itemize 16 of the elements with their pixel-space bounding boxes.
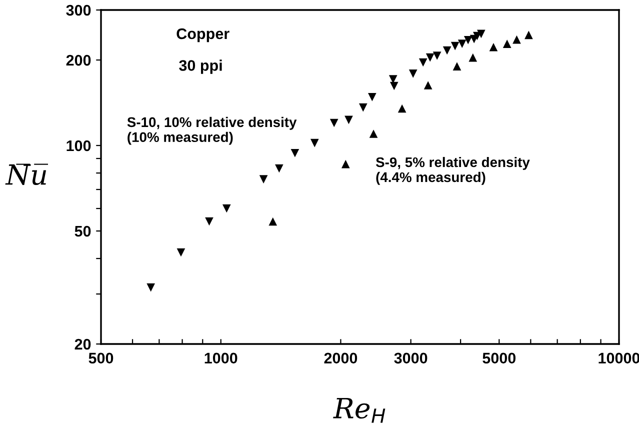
y-tick-label: 50 <box>74 226 91 237</box>
series-label: S-10, 10% relative density (10% measured) <box>127 116 297 145</box>
annotation: 30 ppi <box>179 60 222 74</box>
x-axis-title: Re$_{H}$ <box>333 398 386 423</box>
y-axis-title: N̅u̅ <box>5 164 48 186</box>
x-tick-label: 5000 <box>482 352 516 364</box>
series-label: S-9, 5% relative density (4.4% measured) <box>376 156 530 185</box>
x-tick-label: 2000 <box>324 352 358 364</box>
x-tick-label: 3000 <box>394 352 428 364</box>
y-tick-label: 200 <box>66 54 91 66</box>
y-tick-label: 300 <box>66 4 91 16</box>
y-tick-label: 20 <box>74 338 91 350</box>
x-tick-label: 500 <box>88 352 114 364</box>
x-tick-label: 1000 <box>204 352 238 364</box>
annotation: Copper <box>176 28 230 42</box>
y-tick-label: 100 <box>66 140 91 152</box>
